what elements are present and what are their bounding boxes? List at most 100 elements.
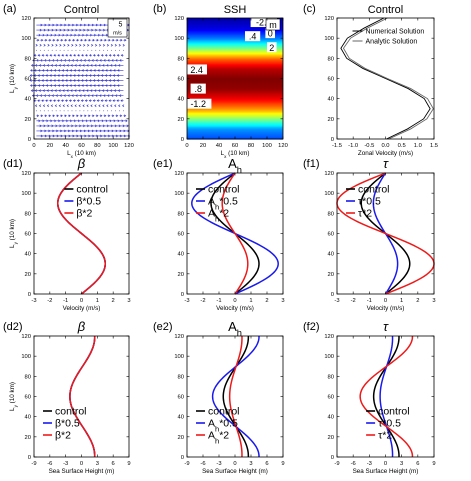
velocity-vector	[103, 33, 109, 37]
velocity-vector	[59, 49, 61, 51]
heatmap-band	[187, 31, 283, 34]
velocity-vector	[74, 104, 77, 108]
velocity-vector	[60, 33, 65, 37]
x-tick-label: -0.5	[364, 143, 374, 149]
heatmap-band	[187, 135, 283, 138]
velocity-vector	[36, 59, 41, 62]
y-tick-label: 120	[324, 334, 334, 340]
heatmap-band	[187, 125, 283, 127]
heatmap-band	[187, 74, 283, 77]
velocity-vector	[55, 43, 58, 47]
velocity-vector	[87, 119, 93, 123]
velocity-vector	[43, 43, 46, 47]
x-tick-label: -2	[47, 298, 52, 304]
velocity-vector	[49, 99, 53, 103]
heatmap-band	[187, 58, 283, 61]
x-tick-label: 0	[384, 461, 387, 467]
unit-label: m	[269, 20, 277, 30]
velocity-vector	[107, 110, 109, 112]
heatmap-band	[187, 118, 283, 121]
velocity-vector	[83, 119, 89, 123]
velocity-vector	[47, 59, 53, 62]
velocity-vector	[87, 59, 92, 62]
legend-label: τ*0.5	[378, 418, 401, 430]
legend-label: Ah*0.5	[208, 418, 238, 434]
velocity-vector	[35, 43, 38, 47]
heatmap-band	[187, 40, 283, 43]
x-tick-label: 9	[127, 461, 130, 467]
heatmap-band	[187, 101, 283, 104]
velocity-vector	[40, 114, 44, 118]
heatmap-band	[187, 86, 283, 88]
x-tick-label: 1	[249, 298, 252, 304]
x-tick-label: 3	[400, 461, 403, 467]
velocity-vector	[111, 94, 116, 97]
velocity-vector	[99, 59, 104, 62]
contour-label: 2.4	[190, 65, 203, 75]
x-tick-label: 2	[416, 298, 419, 304]
velocity-vector	[118, 94, 124, 97]
contour-label-bg	[190, 83, 206, 94]
velocity-vector	[63, 59, 69, 62]
velocity-vector	[57, 99, 61, 103]
velocity-vector	[44, 119, 49, 123]
velocity-vector	[95, 119, 100, 123]
velocity-vector	[37, 53, 41, 57]
x-tick-label: -3	[31, 298, 36, 304]
heatmap-band	[187, 133, 283, 136]
velocity-vector	[115, 38, 119, 42]
y-tick-label: 80	[178, 374, 184, 380]
heatmap-band	[187, 112, 283, 115]
series-line	[69, 335, 96, 458]
x-tick-label: 6	[416, 461, 419, 467]
heatmap-band	[187, 39, 283, 42]
velocity-vector	[61, 53, 65, 57]
heatmap-band	[187, 98, 283, 101]
velocity-vector	[111, 110, 113, 112]
velocity-vector	[36, 38, 40, 42]
x-tick-label: -1	[63, 298, 68, 304]
series-line	[372, 335, 400, 458]
y-tick-label: 80	[25, 374, 31, 380]
y-tick-label: 100	[174, 354, 184, 360]
velocity-vector	[48, 33, 53, 37]
velocity-vector	[106, 43, 110, 47]
contour-label: -1.2	[190, 99, 206, 109]
panel-label: (f1)	[303, 158, 320, 170]
velocity-vector	[48, 114, 52, 118]
velocity-vector	[47, 43, 50, 47]
reference-vector-unit: m/s	[113, 31, 122, 37]
y-tick-label: 60	[25, 395, 31, 401]
velocity-vector	[117, 89, 124, 92]
velocity-vector	[120, 53, 124, 57]
y-tick-label: 60	[178, 77, 184, 83]
y-axis-label: Ly (10 km)	[9, 219, 18, 248]
heatmap-band	[187, 65, 283, 68]
velocity-vector	[72, 114, 75, 118]
contour-label-bg	[185, 98, 212, 109]
y-tick-label: 120	[21, 334, 31, 340]
heatmap-band	[187, 87, 283, 90]
velocity-vector	[99, 94, 104, 97]
velocity-vector	[71, 94, 76, 97]
velocity-vector	[79, 94, 84, 97]
velocity-vector	[44, 33, 49, 37]
heatmap-band	[187, 33, 283, 35]
heatmap-band	[187, 53, 283, 56]
velocity-vector	[46, 104, 50, 108]
velocity-vector	[59, 94, 65, 97]
x-tick-label: 100	[108, 143, 118, 149]
velocity-vector	[55, 59, 61, 62]
y-tick-label: 40	[328, 97, 334, 103]
velocity-vector	[54, 104, 57, 108]
velocity-vector	[68, 33, 73, 37]
velocity-vector	[57, 53, 61, 57]
velocity-vector	[83, 38, 87, 42]
velocity-vector	[40, 33, 45, 37]
heatmap-band	[187, 35, 283, 38]
velocity-vector	[111, 119, 116, 123]
unit-label-box	[265, 18, 281, 31]
velocity-vector	[59, 43, 62, 47]
velocity-vector	[117, 84, 124, 87]
heatmap-band	[187, 121, 283, 124]
